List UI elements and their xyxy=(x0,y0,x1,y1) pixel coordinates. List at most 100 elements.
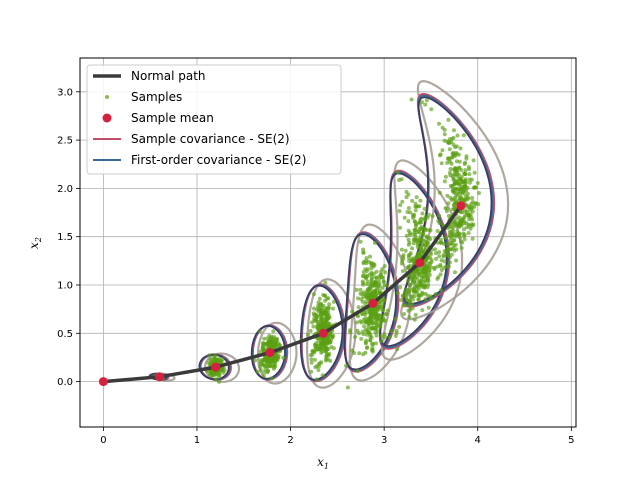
sample-point xyxy=(395,170,400,175)
sample-point xyxy=(383,335,388,340)
sample-point xyxy=(413,289,418,294)
sample-point xyxy=(361,250,366,255)
sample-point xyxy=(412,281,417,286)
sample-point xyxy=(217,372,222,377)
sample-point xyxy=(380,275,385,280)
inner-covariance-contour xyxy=(343,233,397,371)
sample-point xyxy=(404,295,409,300)
sample-point xyxy=(360,279,365,284)
sample-point xyxy=(470,236,475,241)
sample-point xyxy=(452,190,457,195)
sample-point xyxy=(309,369,314,374)
sample-point xyxy=(361,282,366,287)
sample-point xyxy=(441,254,446,259)
sample-point xyxy=(370,274,375,279)
sample-mean-layer xyxy=(98,201,466,387)
sample-point xyxy=(323,280,328,285)
sample-point xyxy=(426,305,431,310)
sample-point xyxy=(213,353,218,358)
sample-point xyxy=(425,215,430,220)
sample-point xyxy=(406,278,410,283)
sample-point xyxy=(393,334,398,338)
inner-covariance-contour xyxy=(403,96,493,305)
sample-point xyxy=(443,174,448,179)
sample-point xyxy=(427,268,432,273)
sample-point xyxy=(372,240,377,245)
sample-point xyxy=(405,265,410,270)
sample-point xyxy=(306,332,311,337)
sample-point xyxy=(368,332,373,337)
normal-path-layer xyxy=(103,204,463,384)
sample-point xyxy=(472,170,477,175)
sample-point xyxy=(448,247,453,252)
sample-point xyxy=(462,234,467,239)
sample-point xyxy=(419,267,424,272)
sample-point xyxy=(471,158,476,163)
sample-point xyxy=(397,324,402,329)
sample-point xyxy=(323,349,328,354)
sample-point xyxy=(457,159,462,164)
sample-point xyxy=(414,237,419,242)
outer-covariance-contour xyxy=(256,321,298,385)
sample-point xyxy=(399,298,404,302)
sample-point xyxy=(402,215,407,220)
legend: Normal path Samples Sample mean Sample c… xyxy=(86,64,342,175)
sample-point xyxy=(408,299,412,304)
sample-point xyxy=(263,367,268,372)
sample-point xyxy=(401,303,406,308)
sample-point xyxy=(447,147,452,152)
sample-point xyxy=(381,279,386,284)
sample-point xyxy=(440,125,445,130)
sample-point xyxy=(466,231,471,235)
sample-point xyxy=(368,309,373,313)
normal-path-line xyxy=(103,204,463,384)
sample-point xyxy=(462,187,467,192)
sample-point xyxy=(407,252,412,257)
sample-point xyxy=(268,362,273,367)
sample-point xyxy=(265,370,270,375)
inner-covariance-contour xyxy=(198,353,230,380)
sample-point xyxy=(427,272,432,277)
sample-point xyxy=(376,307,381,312)
sample-point xyxy=(454,258,459,263)
sample-mean-marker xyxy=(98,377,108,387)
sample-point xyxy=(379,334,384,339)
sample-point xyxy=(402,312,406,316)
sample-point xyxy=(457,215,462,220)
sample-point xyxy=(221,370,226,375)
sample-point xyxy=(316,368,321,372)
y-tick-label: 1.5 xyxy=(57,232,73,243)
sample-point xyxy=(462,198,467,203)
sample-point xyxy=(449,230,454,235)
sample-point xyxy=(311,292,316,297)
sample-point xyxy=(467,177,472,182)
ticks: 0 1 2 3 4 5 0.0 0.5 1.0 1.5 2.0 2.5 3.0 xyxy=(57,87,574,446)
sample-point xyxy=(261,346,265,351)
sample-point xyxy=(268,344,273,348)
sample-point xyxy=(451,172,456,177)
sample-point xyxy=(454,193,459,198)
sample-point xyxy=(466,213,471,218)
sample-point xyxy=(344,363,348,368)
sample-point xyxy=(397,209,402,214)
sample-point xyxy=(211,373,216,378)
sample-point xyxy=(445,160,450,165)
sample-point xyxy=(355,328,360,333)
sample-point xyxy=(422,206,427,211)
sample-point xyxy=(400,254,405,259)
sample-point xyxy=(453,270,457,275)
sample-point xyxy=(429,296,434,301)
sample-point xyxy=(415,242,420,247)
sample-point xyxy=(325,339,329,344)
sample-point xyxy=(460,180,465,185)
sample-point xyxy=(442,138,447,143)
sample-point xyxy=(410,198,415,203)
sample-point xyxy=(458,235,463,240)
sample-mean-marker xyxy=(211,362,221,372)
legend-box xyxy=(86,64,342,175)
sample-point xyxy=(458,146,463,151)
sample-point xyxy=(314,318,319,323)
sample-point xyxy=(354,287,359,292)
sample-point xyxy=(426,282,431,287)
